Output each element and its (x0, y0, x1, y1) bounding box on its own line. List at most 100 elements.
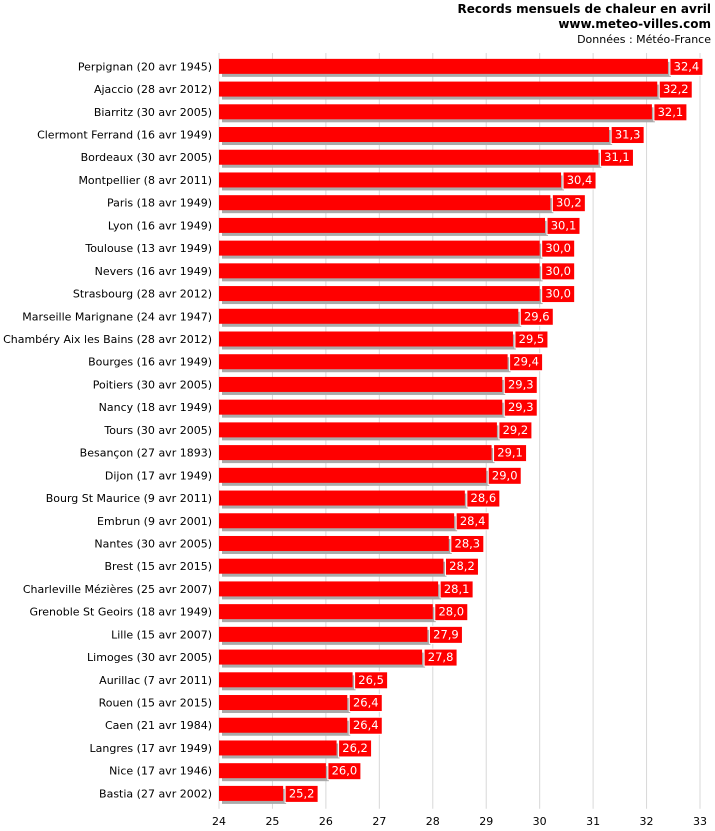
category-label: Bourges (16 avr 1949) (88, 356, 212, 369)
bar[interactable] (219, 695, 348, 711)
value-label-box (658, 80, 693, 99)
x-tick-label: 27 (372, 815, 386, 828)
bar[interactable] (219, 535, 449, 551)
value-label-box (423, 648, 458, 667)
value-label: 30,0 (545, 264, 571, 278)
bar[interactable] (219, 649, 423, 665)
category-label: Bastia (27 avr 2002) (99, 787, 212, 800)
bar[interactable] (219, 308, 519, 324)
value-label: 29,6 (524, 309, 550, 323)
value-label-box (450, 534, 485, 553)
x-tick-label: 32 (640, 815, 654, 828)
value-label: 28,6 (471, 491, 497, 505)
value-label: 28,1 (444, 582, 470, 596)
bar[interactable] (219, 581, 439, 597)
bar[interactable] (219, 763, 326, 779)
category-label: Besançon (27 avr 1893) (80, 447, 212, 460)
bar[interactable] (219, 558, 444, 574)
category-label: Nantes (30 avr 2005) (94, 537, 212, 550)
value-label: 29,3 (508, 400, 534, 414)
value-label-box (562, 171, 597, 190)
value-label: 28,0 (438, 605, 464, 619)
value-label-box (487, 466, 522, 485)
bar[interactable] (219, 467, 487, 483)
category-label: Limoges (30 avr 2005) (87, 651, 212, 664)
category-label: Tours (30 avr 2005) (103, 424, 212, 437)
value-label: 26,0 (332, 764, 358, 778)
value-label-box (498, 421, 533, 440)
value-label: 30,4 (567, 173, 593, 187)
category-label: Bordeaux (30 avr 2005) (81, 151, 212, 164)
value-label: 32,1 (658, 105, 684, 119)
bar[interactable] (219, 513, 455, 529)
x-tick-label: 30 (533, 815, 547, 828)
value-label-box (669, 57, 704, 76)
value-label-box (541, 239, 576, 258)
bar[interactable] (219, 626, 428, 642)
bar[interactable] (219, 422, 497, 438)
bar[interactable] (219, 376, 503, 392)
bar[interactable] (219, 785, 284, 801)
bar[interactable] (219, 217, 546, 233)
value-label-box (284, 784, 319, 803)
value-label: 31,1 (604, 150, 630, 164)
category-label: Grenoble St Geoirs (18 avr 1949) (29, 606, 212, 619)
bar[interactable] (219, 286, 540, 302)
chart-title: Records mensuels de chaleur en avril (457, 2, 711, 16)
bar[interactable] (219, 58, 668, 74)
value-label-box (551, 194, 586, 213)
value-label: 29,4 (513, 355, 539, 369)
value-label-box (466, 489, 501, 508)
bar[interactable] (219, 149, 599, 165)
category-label: Biarritz (30 avr 2005) (94, 106, 212, 119)
value-label-box (348, 716, 383, 735)
category-label: Poitiers (30 avr 2005) (93, 378, 212, 391)
value-label: 29,3 (508, 377, 534, 391)
category-label: Charleville Mézières (25 avr 2007) (23, 583, 212, 596)
category-label: Clermont Ferrand (16 avr 1949) (37, 129, 212, 142)
value-label-box (509, 353, 544, 372)
site-url[interactable]: www.meteo-villes.com (558, 17, 711, 31)
bar[interactable] (219, 717, 348, 733)
bar[interactable] (219, 263, 540, 279)
bar[interactable] (219, 445, 492, 461)
category-label: Langres (17 avr 1949) (90, 742, 212, 755)
value-label-box (514, 330, 549, 349)
value-label: 25,2 (289, 786, 315, 800)
bar[interactable] (219, 399, 503, 415)
value-label: 26,4 (353, 718, 379, 732)
category-label: Perpignan (20 avr 1945) (78, 60, 212, 73)
value-label: 26,4 (353, 696, 379, 710)
category-label: Nevers (16 avr 1949) (95, 265, 212, 278)
value-label: 32,2 (663, 82, 689, 96)
bar[interactable] (219, 604, 433, 620)
bar[interactable] (219, 240, 540, 256)
value-label: 29,2 (503, 423, 529, 437)
value-label: 26,2 (342, 741, 368, 755)
bar[interactable] (219, 127, 610, 143)
bar[interactable] (219, 354, 508, 370)
category-label: Dijon (17 avr 1949) (105, 469, 212, 482)
bar[interactable] (219, 490, 465, 506)
value-label-box (455, 512, 490, 531)
value-label: 28,4 (460, 514, 486, 528)
bar[interactable] (219, 672, 353, 688)
value-label-box (354, 671, 389, 690)
value-label-box (541, 262, 576, 281)
value-label-box (610, 126, 645, 145)
bar[interactable] (219, 81, 658, 97)
category-label: Montpellier (8 avr 2011) (78, 174, 212, 187)
bar[interactable] (219, 172, 562, 188)
category-label: Chambéry Aix les Bains (28 avr 2012) (3, 333, 212, 346)
bar[interactable] (219, 740, 337, 756)
category-label: Marseille Marignane (24 avr 1947) (22, 310, 212, 323)
bar[interactable] (219, 331, 513, 347)
bar[interactable] (219, 195, 551, 211)
value-label: 30,0 (545, 241, 571, 255)
value-label-box (439, 580, 474, 599)
bar[interactable] (219, 104, 652, 120)
value-label: 30,2 (556, 196, 582, 210)
category-label: Paris (18 avr 1949) (107, 197, 212, 210)
x-tick-label: 29 (479, 815, 493, 828)
